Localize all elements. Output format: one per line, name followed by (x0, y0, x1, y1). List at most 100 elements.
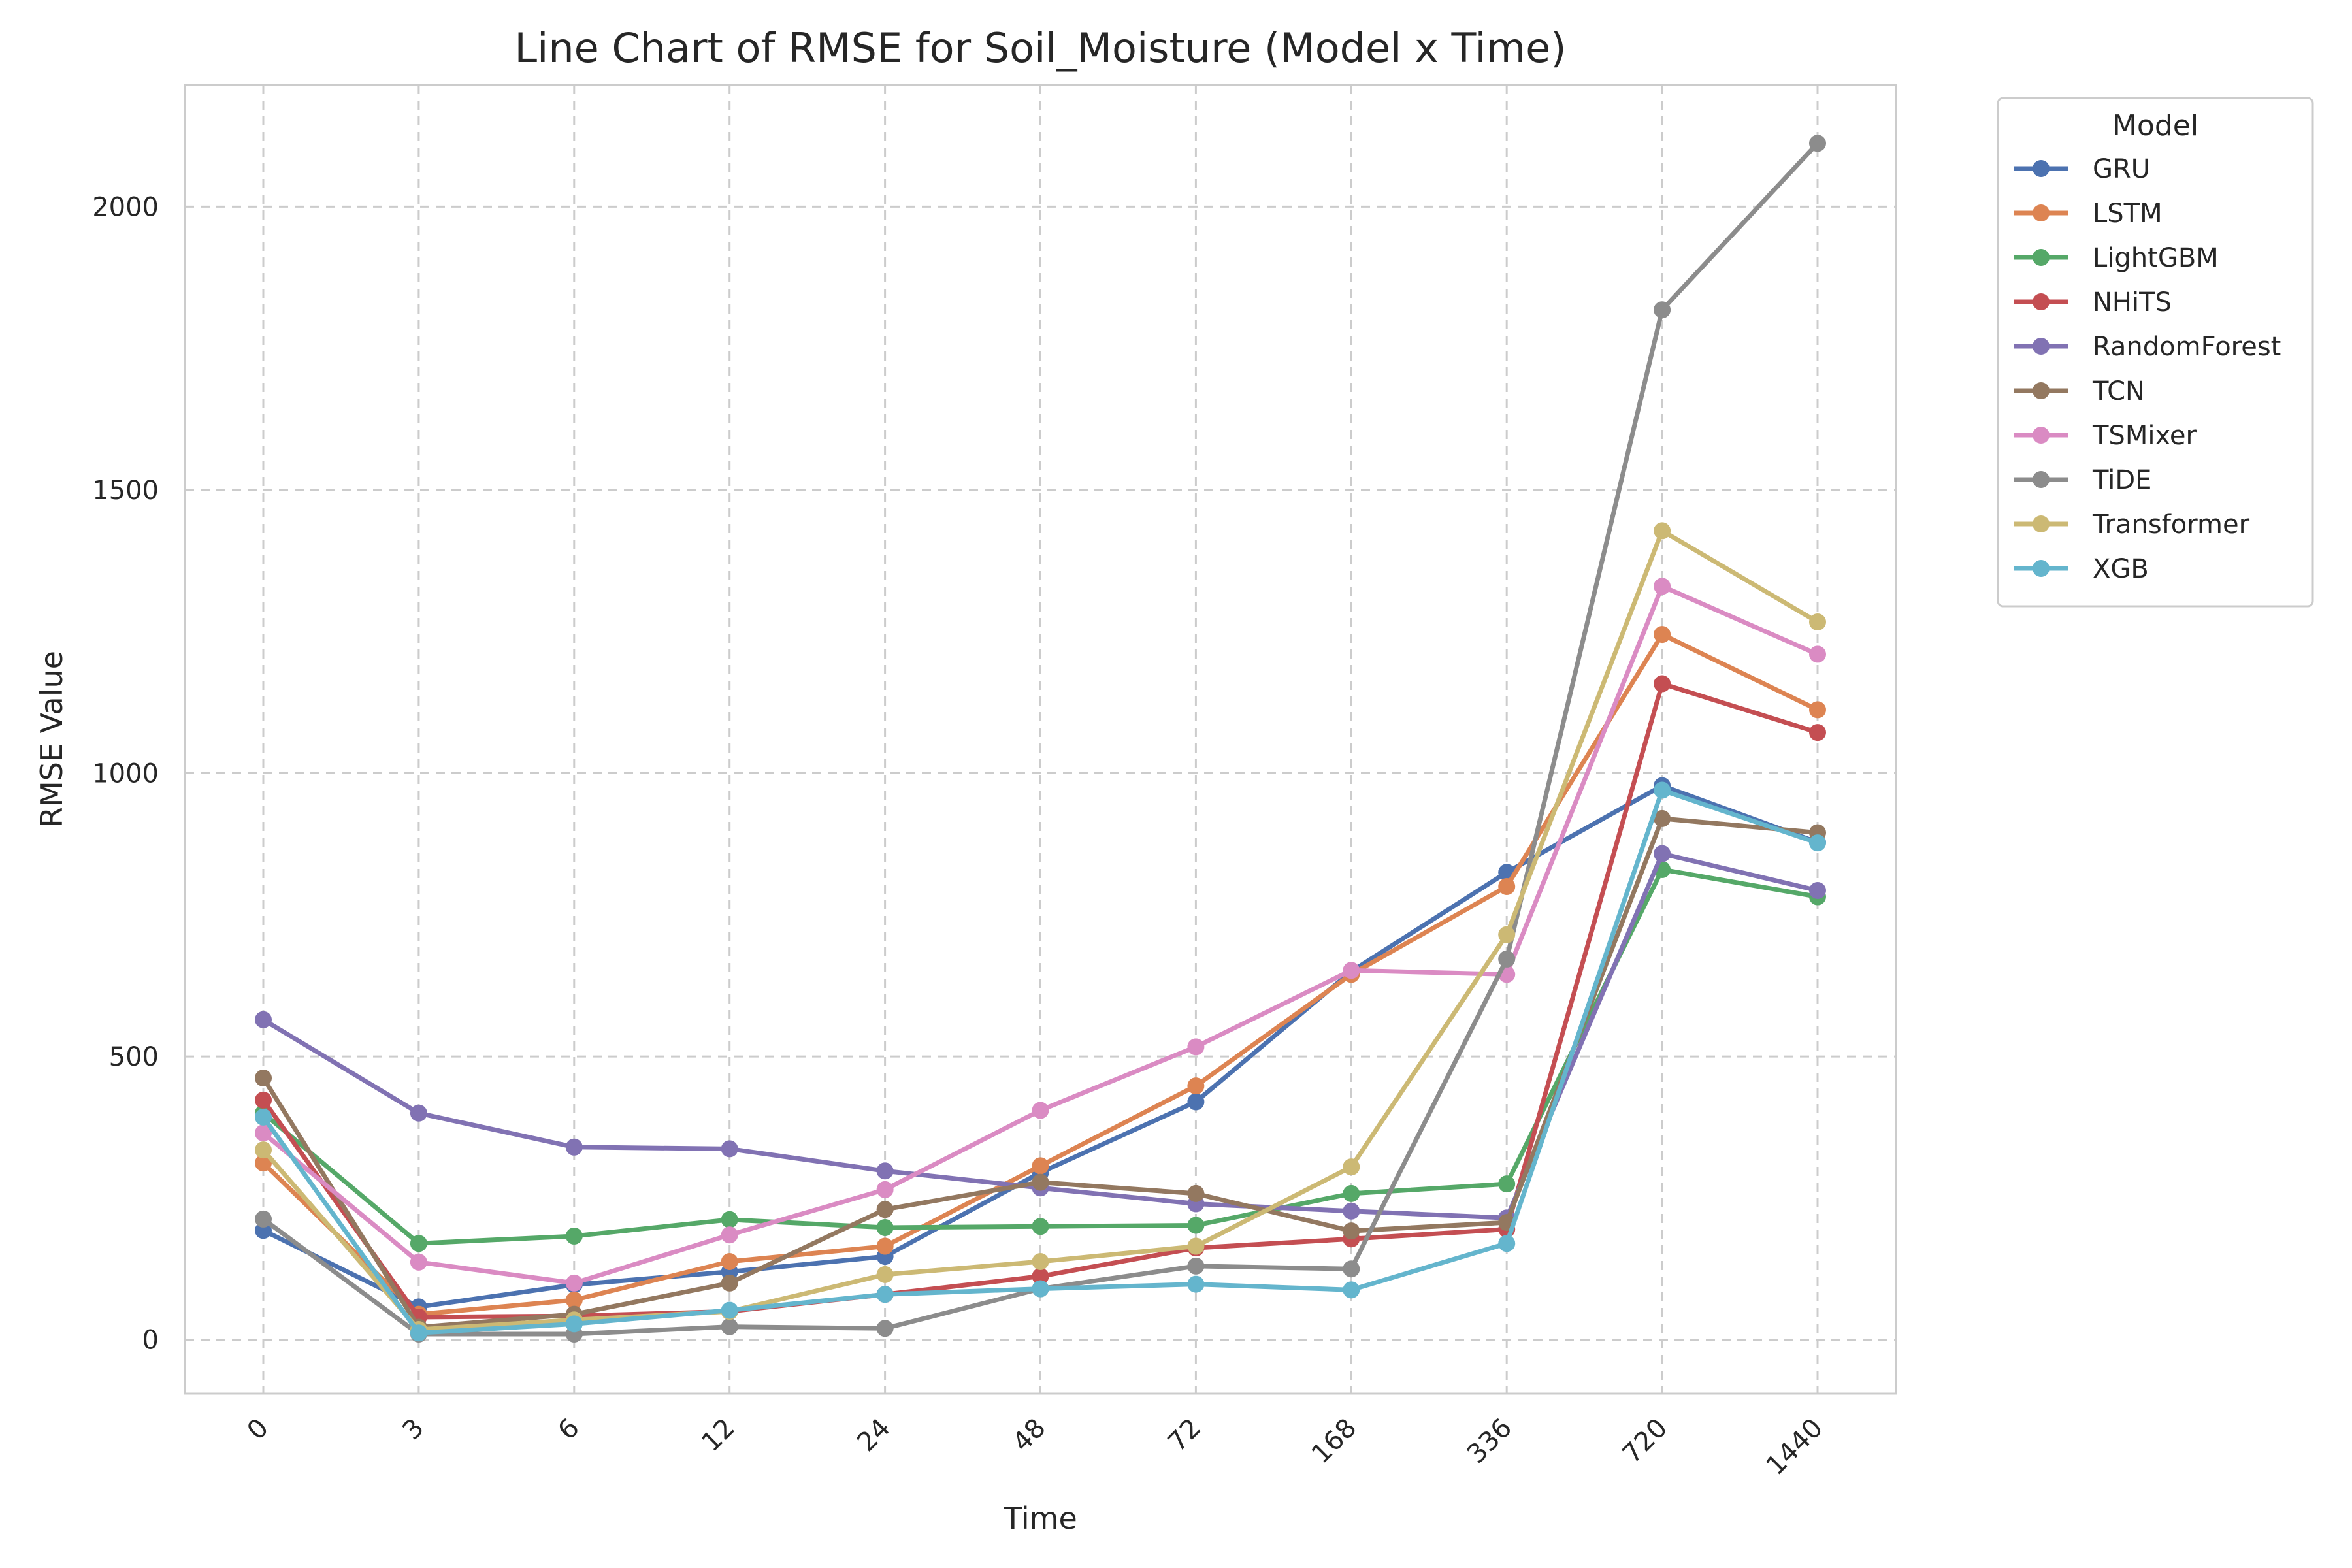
data-point (1032, 1173, 1049, 1191)
legend-items: GRU LSTM LightGBM NHiTS RandomForest TCN TSMix… (2014, 154, 2281, 584)
y-tick-label: 500 (109, 1042, 159, 1072)
legend-item: XGB (2014, 554, 2149, 584)
data-point (1654, 675, 1671, 693)
data-point (1654, 845, 1671, 862)
y-axis-label: RMSE Value (34, 651, 69, 828)
data-point (876, 1201, 894, 1218)
legend-marker (2033, 293, 2050, 310)
legend-item: TCN (2014, 376, 2145, 406)
data-point (876, 1162, 894, 1180)
data-point (1187, 1038, 1205, 1056)
data-point (565, 1138, 583, 1156)
legend-title: Model (2112, 109, 2198, 142)
data-point (876, 1218, 894, 1236)
legend-label: TiDE (2092, 465, 2151, 495)
data-point (1498, 877, 1516, 895)
legend-item: LightGBM (2014, 243, 2219, 273)
data-point (876, 1181, 894, 1198)
legend-label: LSTM (2093, 199, 2163, 229)
data-point (876, 1237, 894, 1255)
data-point (1809, 882, 1826, 900)
legend-label: TCN (2092, 376, 2145, 406)
data-point (1032, 1157, 1049, 1175)
legend-marker (2033, 471, 2050, 488)
data-point (1654, 809, 1671, 827)
data-point (1654, 578, 1671, 595)
legend-marker (2033, 338, 2050, 355)
data-point (1343, 1260, 1360, 1278)
data-point (1809, 701, 1826, 719)
data-point (876, 1266, 894, 1283)
data-point (1343, 1222, 1360, 1240)
data-point (1032, 1218, 1049, 1235)
data-point (1343, 1281, 1360, 1299)
legend-label: NHiTS (2093, 287, 2172, 318)
data-point (565, 1315, 583, 1333)
legend-item: TSMixer (2014, 421, 2197, 451)
data-point (410, 1253, 427, 1271)
data-point (1809, 613, 1826, 631)
data-point (721, 1226, 738, 1244)
legend-item: NHiTS (2014, 287, 2172, 318)
legend-item: RandomForest (2014, 332, 2281, 362)
y-axis-ticks: 0 500 1000 1500 2000 (92, 192, 159, 1355)
data-point (1187, 1217, 1205, 1234)
data-point (1809, 834, 1826, 852)
series-xgb (255, 781, 1826, 1342)
y-tick-label: 0 (142, 1326, 159, 1356)
legend-marker (2033, 204, 2050, 221)
data-point (255, 1124, 272, 1142)
data-point (1343, 1202, 1360, 1220)
data-point (1343, 962, 1360, 979)
data-point (876, 1320, 894, 1337)
legend-item: Transformer (2014, 510, 2250, 540)
legend-marker (2033, 427, 2050, 444)
data-point (1343, 1158, 1360, 1176)
data-point (721, 1252, 738, 1270)
data-point (1187, 1184, 1205, 1202)
legend-label: GRU (2093, 154, 2150, 184)
legend-frame (1997, 97, 2314, 608)
legend: Model GRU LSTM LightGBM NHiTS RandomForest TC… (1997, 97, 2314, 608)
legend-label: RandomForest (2093, 332, 2281, 362)
x-axis-label: Time (1003, 1501, 1077, 1536)
legend-item: TiDE (2014, 465, 2151, 495)
data-point (410, 1324, 427, 1342)
series-lines (255, 135, 1826, 1343)
data-point (255, 1011, 272, 1028)
data-point (410, 1104, 427, 1122)
data-point (1032, 1102, 1049, 1119)
data-point (1809, 724, 1826, 742)
data-point (1654, 626, 1671, 644)
data-point (565, 1274, 583, 1292)
data-point (1187, 1077, 1205, 1095)
grid (185, 85, 1896, 1394)
data-point (1187, 1275, 1205, 1293)
data-point (255, 1108, 272, 1126)
data-point (1187, 1093, 1205, 1111)
data-point (721, 1211, 738, 1228)
data-point (1032, 1280, 1049, 1298)
legend-label: XGB (2093, 554, 2149, 584)
plot-area-frame (184, 84, 1897, 1395)
data-point (565, 1227, 583, 1245)
data-point (255, 1091, 272, 1109)
data-point (1187, 1237, 1205, 1255)
data-point (721, 1274, 738, 1292)
data-point (1187, 1257, 1205, 1275)
y-tick-label: 2000 (92, 192, 159, 222)
data-point (1809, 645, 1826, 663)
data-point (1032, 1252, 1049, 1270)
data-point (1654, 522, 1671, 540)
data-point (410, 1235, 427, 1252)
data-point (255, 1141, 272, 1159)
data-point (255, 1070, 272, 1087)
legend-item: GRU (2014, 154, 2150, 184)
y-tick-label: 1000 (92, 759, 159, 789)
data-point (1498, 1175, 1516, 1193)
legend-item: LSTM (2014, 199, 2163, 229)
legend-label: LightGBM (2093, 243, 2219, 273)
data-point (721, 1301, 738, 1319)
